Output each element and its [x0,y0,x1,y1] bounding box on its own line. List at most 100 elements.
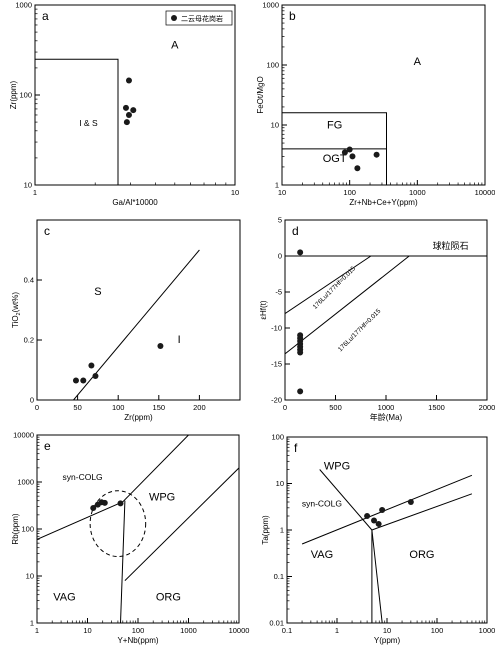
x-tick-label: 100 [112,403,125,412]
plot-area [37,435,239,623]
y-axis-label: Zr(ppm) [9,80,18,109]
field-label: WPG [324,461,350,473]
plot-area [35,58,119,185]
y-tick-label: 0.4 [24,276,34,285]
panel-label: e [44,439,51,453]
field-label: VAG [53,592,75,604]
y-tick-label: 0.01 [269,619,284,628]
data-point [373,151,380,158]
field-boundary-line [120,500,126,623]
panel-e: 1 10 100 1000 10000 1 10 100 1000 10000 Y+Nb(ppm) R… [11,431,249,645]
y-tick-label: -5 [275,288,282,297]
panel-b: 10 100 1000 100001101001000Zr+Nb+Ce+Y(ppm)F… [256,1,495,207]
x-tick-label: 150 [153,403,166,412]
data-point [346,146,353,153]
data-point [101,499,108,506]
data-point [371,517,378,524]
legend-box [165,10,233,26]
data-point [122,104,129,111]
y-axis-label-part: (wt%) [11,292,20,313]
plot-area [282,112,387,185]
data-point [92,373,99,379]
field-label: syn-COLG [63,472,103,482]
panel-label: a [42,9,49,23]
legend-marker [171,15,177,21]
field-boundary-line [282,112,387,185]
field-boundary-line [35,58,119,185]
field-boundary-line [73,249,200,400]
legend-label: 二云母花岗岩 [181,14,223,23]
data-point [297,249,304,256]
data-point [90,504,97,511]
field-label: ORG [409,549,434,561]
annotation-label: 176Lu/177Hf=0.015 [337,308,383,354]
field-label: WPG [149,492,175,504]
y-tick-label: 1 [275,181,279,190]
x-tick-label: 1 [33,188,37,197]
x-tick-label: 1000 [180,626,197,635]
data-point [117,500,124,507]
data-point [123,119,130,126]
field-boundary-line [122,435,189,503]
x-tick-label: 100 [431,626,444,635]
x-tick-label: 10 [83,626,91,635]
field-boundary-line [371,493,473,531]
x-tick-label: 50 [73,403,81,412]
plot-frame [36,219,241,401]
y-tick-label: 1000 [262,1,279,10]
field-boundary-line [285,255,410,355]
data-point [364,513,371,520]
x-tick-label: 10000 [229,626,250,635]
x-tick-label: 2000 [479,403,495,412]
panel-d: 0 500 1000 1500 2000 -20 -15 -10 -5 0 5 年龄(Ma) εHf(t… [259,216,495,422]
x-tick-label: 1000 [378,403,395,412]
y-tick-label: 1 [30,619,34,628]
data-point [375,520,382,527]
y-tick-label: 10 [26,572,34,581]
data-point [80,377,87,384]
data-point [125,111,132,118]
plot-area [73,249,200,400]
data-point [379,506,386,513]
y-tick-label: 100 [266,61,279,70]
y-axis-label: Rb(ppm) [11,513,20,544]
x-tick-label: 10 [383,626,391,635]
x-tick-label: 0.1 [282,626,292,635]
x-axis-label: Ga/Al*10000 [112,198,158,207]
x-tick-label: 0 [283,403,287,412]
x-axis-label: 年龄(Ma) [370,412,403,422]
field-label: ORG [156,592,181,604]
data-point [349,153,356,160]
y-tick-label: 0.1 [274,572,284,581]
plot-frame [286,436,488,624]
data-point [407,499,414,506]
data-point [130,107,137,114]
y-tick-label: 0.2 [24,336,34,345]
x-tick-label: 100 [132,626,145,635]
y-tick-label: -20 [271,396,282,405]
field-label: syn-COLG [302,499,342,509]
data-point [125,77,132,84]
y-tick-label: 5 [278,216,282,225]
panel-c: 0 50 100 150 200 0 0.2 0.4 Zr(ppm) TiO2(wt%) c S I [11,219,241,422]
x-tick-label: 0 [35,403,39,412]
data-point [341,149,348,156]
y-tick-label: 1000 [15,1,32,10]
y-tick-label: 100 [21,525,34,534]
plot-frame [281,4,486,186]
x-axis-label: Zr(ppm) [124,413,153,422]
field-label: VAG [311,549,333,561]
field-boundary-line [285,255,372,315]
plot-area [285,255,487,355]
y-tick-label: 100 [19,91,32,100]
y-tick-label: 10000 [13,431,34,440]
x-tick-label: 1 [35,626,39,635]
y-tick-label: 0 [278,252,282,261]
y-tick-label: 1000 [17,478,34,487]
y-tick-label: 100 [271,433,284,442]
y-axis-label-part: TiO [11,315,20,328]
x-tick-label: 500 [329,403,342,412]
x-tick-label: 10000 [475,188,495,197]
